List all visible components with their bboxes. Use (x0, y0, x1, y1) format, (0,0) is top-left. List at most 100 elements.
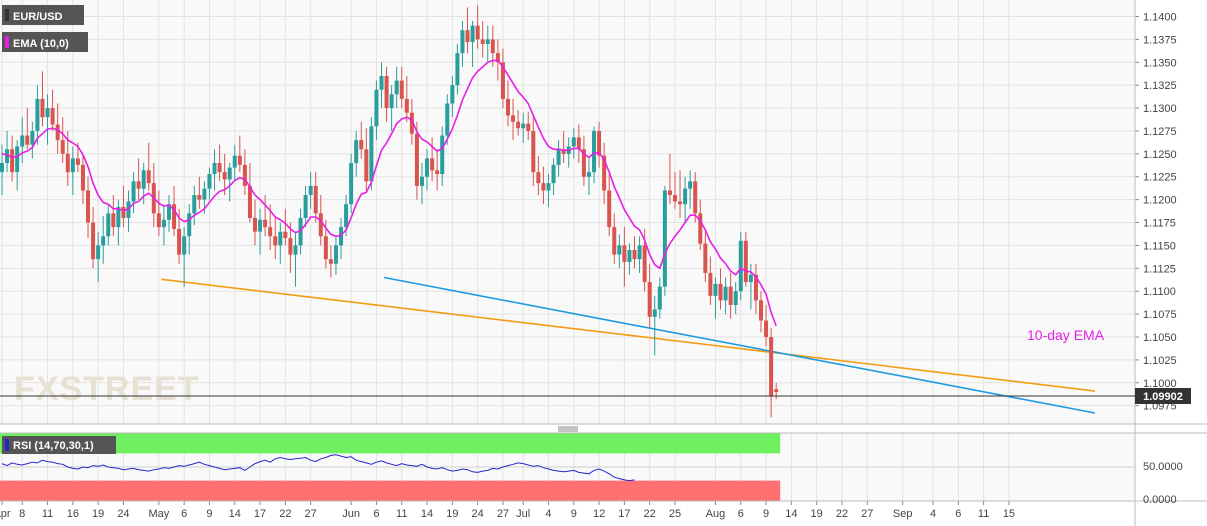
candle-body (101, 236, 106, 246)
indicator-label-box (2, 32, 88, 52)
candle (581, 135, 586, 186)
candle (389, 85, 394, 131)
candle-body (581, 149, 586, 177)
x-tick-label: 15 (1003, 508, 1015, 520)
candle-body (764, 320, 769, 338)
x-tick-label: 8 (19, 508, 25, 520)
candle-body (30, 130, 35, 145)
candle-body (551, 164, 556, 184)
candle-body (182, 236, 187, 255)
candle (425, 149, 430, 191)
candle-body (253, 217, 257, 232)
rsi-label-box (2, 436, 116, 454)
candle-body (136, 181, 141, 189)
symbol-swatch (5, 9, 9, 21)
x-tick-label: 14 (785, 508, 797, 520)
candle-body (116, 206, 121, 228)
candle (435, 149, 440, 191)
candle (20, 117, 25, 164)
candle-body (303, 195, 308, 218)
candle-body (166, 204, 171, 220)
candle (192, 185, 197, 226)
candle-body (419, 176, 424, 186)
candle (364, 128, 369, 191)
candle-body (313, 185, 318, 214)
rsi-swatch (5, 439, 9, 451)
candle-body (242, 164, 247, 186)
y-tick-label: 1.1325 (1143, 80, 1177, 92)
candle (430, 137, 435, 182)
candle (485, 25, 490, 63)
candle (672, 172, 677, 209)
rsi-layer (1, 454, 635, 482)
candle (404, 76, 409, 122)
panel-resize-handle[interactable] (558, 426, 578, 432)
candle-body (339, 227, 344, 246)
candle (227, 163, 232, 202)
x-tick-label: Aug (706, 508, 726, 520)
candle-body (15, 146, 20, 173)
candle-body (121, 206, 126, 218)
candle-body (374, 89, 379, 127)
candle (546, 173, 551, 207)
y-tick-label: 1.1225 (1143, 172, 1177, 184)
x-tick-label: May (148, 508, 169, 520)
candle (333, 236, 338, 275)
candle (728, 272, 733, 319)
x-tick-label: 17 (618, 508, 630, 520)
candle (308, 172, 313, 209)
candle (101, 216, 106, 264)
candle-body (409, 112, 414, 134)
candle (10, 135, 15, 182)
candle-body (672, 195, 677, 202)
y-tick-label: 1.1250 (1143, 149, 1177, 161)
candle (662, 185, 667, 296)
candle (242, 149, 247, 196)
candle-body (647, 282, 652, 317)
candle (597, 121, 602, 168)
candle-body (131, 181, 136, 202)
candle-body (455, 53, 460, 86)
indicator-label: EMA (10,0) (13, 38, 69, 50)
x-tick-label: Jun (342, 508, 360, 520)
candle (556, 140, 561, 177)
y-tick-label: 1.1100 (1143, 286, 1176, 298)
x-tick-label: 11 (396, 508, 407, 520)
candle (511, 98, 516, 141)
candle-body (678, 201, 683, 205)
candle-body (273, 236, 278, 246)
candle-body (769, 337, 774, 397)
candle (35, 85, 40, 145)
ema-annotation: 10-day EMA (1027, 327, 1105, 343)
candle-body (177, 228, 182, 255)
candle-body (328, 259, 333, 264)
x-tick-label: 22 (644, 508, 656, 520)
candle (50, 89, 55, 131)
candle-body (546, 183, 551, 191)
candle-body (738, 240, 743, 292)
x-tick-label: Jul (516, 508, 530, 520)
candle (753, 263, 758, 315)
candle-body (96, 245, 101, 260)
candle (30, 121, 35, 159)
rsi-label: RSI (14,70,30,1) (13, 440, 94, 452)
candle (500, 48, 505, 109)
candle-body (652, 309, 657, 317)
candle-body (5, 149, 10, 164)
candle (602, 142, 607, 205)
candle-body (80, 164, 85, 191)
candle (657, 277, 662, 319)
candle-body (202, 188, 207, 200)
candle (480, 21, 485, 58)
candle (592, 126, 597, 184)
candle (637, 236, 642, 273)
x-tick-label: 4 (930, 508, 936, 520)
y-tick-label: 1.1075 (1143, 309, 1177, 321)
x-tick-label: 11 (978, 508, 989, 520)
candle (339, 217, 344, 260)
candle-body (65, 153, 70, 173)
candle-body (263, 219, 268, 228)
candle-body (156, 213, 161, 228)
